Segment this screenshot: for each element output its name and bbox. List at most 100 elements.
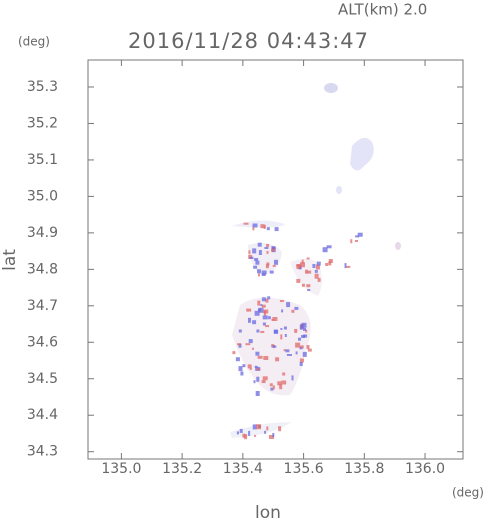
echo-speck xyxy=(252,248,257,254)
echo-speck xyxy=(246,308,252,312)
echo-speck xyxy=(258,273,260,277)
echo xyxy=(232,220,285,228)
echo-speck xyxy=(286,302,291,308)
echo-speck xyxy=(280,334,283,340)
echo-speck xyxy=(350,239,353,244)
echo-speck xyxy=(303,328,306,331)
echo-speck xyxy=(245,343,251,346)
echo-speck xyxy=(256,376,260,382)
x-tick-label: 135.4 xyxy=(223,461,263,477)
echo-speck xyxy=(252,227,255,231)
echo-speck xyxy=(254,434,257,437)
x-unit: (deg) xyxy=(452,486,484,500)
echo-speck xyxy=(239,428,243,433)
echo-speck xyxy=(283,326,287,330)
echo-speck xyxy=(305,269,308,274)
echo-speck xyxy=(253,380,256,384)
echo-speck xyxy=(257,242,262,247)
echo-speck xyxy=(355,235,360,238)
echo-speck xyxy=(355,240,358,242)
echo-speck xyxy=(253,265,258,269)
echo-speck xyxy=(305,329,308,333)
echo-speck xyxy=(270,387,274,391)
echo-speck xyxy=(264,247,269,249)
echo-speck xyxy=(261,297,266,302)
echo-speck xyxy=(296,278,301,283)
echo-speck xyxy=(326,245,332,249)
echo-speck xyxy=(314,269,318,273)
echo-speck xyxy=(261,380,266,384)
echo-speck xyxy=(274,329,279,334)
echo-speck xyxy=(262,322,266,326)
echo-speck xyxy=(301,259,304,264)
echo-speck xyxy=(248,339,253,344)
y-tick-label: 34.6 xyxy=(27,334,58,350)
echo-speck xyxy=(236,431,239,435)
echo-speck xyxy=(274,259,278,265)
y-tick-label: 35.2 xyxy=(27,115,58,131)
echo-speck xyxy=(257,355,263,359)
echo-speck xyxy=(269,435,274,439)
echo-speck xyxy=(306,345,310,349)
echo-speck xyxy=(314,273,319,279)
echo-speck xyxy=(242,433,246,438)
echo-speck xyxy=(306,257,310,260)
echo-speck xyxy=(265,264,269,269)
echo-speck xyxy=(254,258,259,261)
echo-speck xyxy=(278,426,282,432)
y-tick-label: 35.3 xyxy=(27,79,58,95)
echo-speck xyxy=(269,270,274,274)
echo-speck xyxy=(295,351,298,355)
radar-echoes xyxy=(230,83,401,440)
echo-speck xyxy=(280,328,283,330)
echo xyxy=(336,186,342,194)
echo xyxy=(324,83,338,93)
echo-speck xyxy=(240,371,244,376)
echo-speck xyxy=(300,262,305,268)
echo-speck xyxy=(255,391,260,396)
echo-speck xyxy=(256,368,261,371)
echo-speck xyxy=(247,364,252,369)
echo-speck xyxy=(266,426,269,431)
echo-speck xyxy=(262,315,268,320)
echo-speck xyxy=(272,264,276,267)
echo-speck xyxy=(235,357,240,362)
echo-speck xyxy=(322,247,328,253)
echo-speck xyxy=(267,316,271,320)
echo-speck xyxy=(271,248,275,252)
echo-speck xyxy=(299,358,304,363)
echo-speck xyxy=(316,261,321,266)
echo-speck xyxy=(277,381,282,386)
echo-speck xyxy=(295,342,301,348)
echo-speck xyxy=(254,310,260,316)
echo-speck xyxy=(272,317,278,321)
echo-speck xyxy=(299,265,302,269)
plot-frame xyxy=(87,59,464,460)
echo-speck xyxy=(301,322,307,328)
x-tick-label: 135.2 xyxy=(162,461,202,477)
echo-speck xyxy=(283,349,286,352)
x-tick-label: 135.6 xyxy=(284,461,324,477)
echo-speck xyxy=(263,356,269,360)
echo xyxy=(350,137,374,171)
y-unit: (deg) xyxy=(18,35,50,49)
echo-speck xyxy=(307,270,312,274)
echo-speck xyxy=(267,296,271,300)
echo-speck xyxy=(266,244,270,247)
chart-title: 2016/11/28 04:43:47 xyxy=(128,29,369,53)
echo-speck xyxy=(238,366,243,372)
echo-speck xyxy=(271,246,276,250)
echo-speck xyxy=(281,309,284,313)
echo xyxy=(395,242,401,250)
echo xyxy=(230,422,292,438)
echo-speck xyxy=(328,261,332,266)
echo-speck xyxy=(307,348,312,352)
echo-speck xyxy=(256,424,262,430)
echo-speck xyxy=(256,329,260,333)
echo-speck xyxy=(281,380,287,385)
echo-speck xyxy=(325,263,329,266)
x-axis-label: lon xyxy=(255,503,281,521)
echo-speck xyxy=(271,344,275,347)
x-tick-label: 136.0 xyxy=(405,461,445,477)
